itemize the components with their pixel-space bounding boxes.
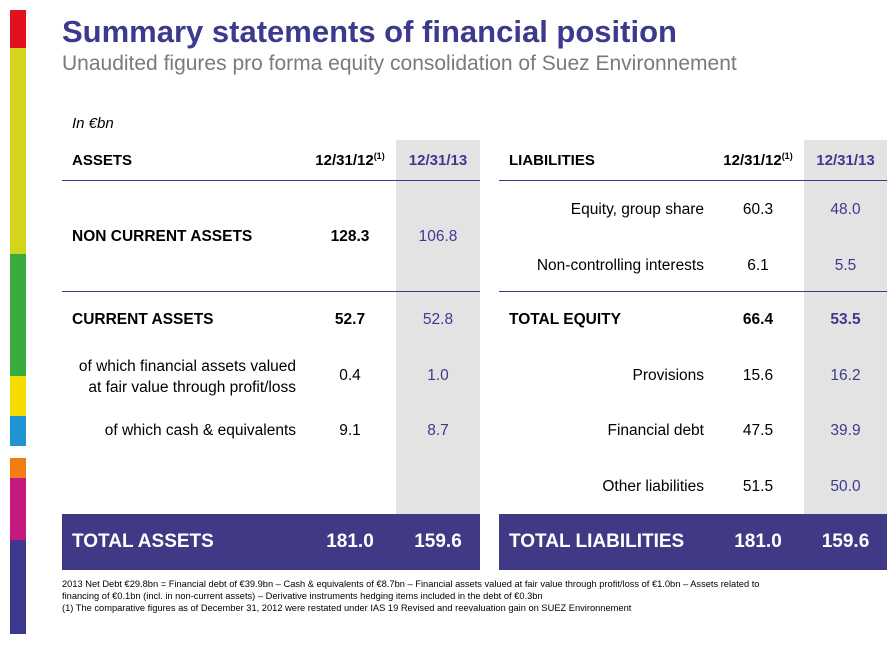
liabilities-row-value-2012: 6.1	[747, 257, 769, 274]
liabilities-header-col-2012: 12/31/12(1)	[723, 151, 793, 170]
liabilities-row-value-2012: 60.3	[742, 201, 774, 218]
page-subtitle: Unaudited figures pro forma equity conso…	[62, 52, 737, 75]
liabilities-row-value-2012: 51.5	[742, 478, 774, 495]
unit-label: In €bn	[72, 115, 114, 132]
assets-row-value-2012: 52.7	[334, 311, 366, 328]
stripe-blue	[10, 416, 26, 446]
assets-row-value-2012: 0.4	[339, 367, 361, 384]
total-liabilities-value-2013: 159.6	[821, 531, 870, 552]
liabilities-row-label: TOTAL EQUITY	[509, 311, 621, 328]
liabilities-row-label: Non-controlling interests	[536, 257, 704, 274]
liabilities-row-value-2012: 47.5	[742, 422, 774, 439]
assets-row-value-2013: 106.8	[418, 228, 458, 245]
liabilities-total-bar	[499, 514, 887, 570]
assets-row-value-2013: 52.8	[422, 311, 454, 328]
stripe-white-gap	[10, 446, 26, 458]
liabilities-header-divider	[499, 180, 887, 181]
assets-header-divider	[62, 180, 480, 181]
assets-row-label: NON CURRENT ASSETS	[72, 228, 253, 245]
liabilities-row-label: Provisions	[632, 367, 705, 384]
assets-section-divider	[62, 291, 480, 292]
footnote-ref: (1)	[781, 151, 793, 161]
assets-row-value-2013: 8.7	[427, 422, 449, 439]
liabilities-header-label: LIABILITIES	[509, 152, 595, 169]
assets-header-col-2013: 12/31/13	[408, 152, 468, 169]
assets-header-col-2012: 12/31/12(1)	[315, 151, 385, 170]
stripe-yellow-green	[10, 48, 26, 254]
stripe-purple	[10, 540, 26, 634]
liabilities-2013-column-shade	[804, 140, 887, 514]
footnote-restatement: (1) The comparative figures as of Decemb…	[62, 603, 632, 613]
total-assets-value-2013: 159.6	[414, 531, 462, 552]
footnote-net-debt-line2: financing of €0.1bn (incl. in non-curren…	[62, 591, 543, 601]
liabilities-header-col-2013: 12/31/13	[816, 152, 875, 169]
stripe-red	[10, 10, 26, 48]
footnote-ref: (1)	[373, 151, 385, 161]
assets-total-bar	[62, 514, 480, 570]
footnotes: 2013 Net Debt €29.8bn = Financial debt o…	[62, 578, 862, 614]
assets-row-label: CURRENT ASSETS	[72, 311, 214, 328]
assets-header-label: ASSETS	[72, 152, 133, 169]
liabilities-row-label: Other liabilities	[602, 478, 704, 495]
liabilities-row-value-2013: 5.5	[834, 257, 857, 274]
total-assets-label: TOTAL ASSETS	[72, 531, 214, 552]
liabilities-row-value-2013: 50.0	[830, 478, 861, 495]
liabilities-row-value-2013: 39.9	[830, 422, 861, 439]
assets-row-value-2012: 9.1	[339, 422, 361, 439]
total-liabilities-value-2012: 181.0	[734, 531, 782, 552]
stripe-magenta	[10, 478, 26, 540]
liabilities-row-value-2013: 48.0	[830, 201, 861, 218]
assets-row-value-2012: 128.3	[330, 228, 370, 245]
total-assets-value-2012: 181.0	[326, 531, 374, 552]
footnote-net-debt-line1: 2013 Net Debt €29.8bn = Financial debt o…	[62, 579, 760, 589]
liabilities-row-value-2012: 66.4	[742, 311, 774, 328]
liabilities-row-value-2013: 16.2	[830, 367, 861, 384]
stripe-yellow	[10, 376, 26, 416]
liabilities-section-divider	[499, 291, 887, 292]
liabilities-row-value-2012: 15.6	[742, 367, 774, 384]
assets-row-label: of which financial assets valued at fair…	[78, 358, 296, 396]
assets-2013-column-shade	[396, 140, 480, 514]
assets-row-value-2013: 1.0	[427, 367, 449, 384]
page-title: Summary statements of financial position	[62, 14, 677, 49]
liabilities-row-value-2013: 53.5	[830, 311, 861, 328]
total-liabilities-label: TOTAL LIABILITIES	[509, 531, 685, 552]
stripe-orange	[10, 458, 26, 478]
assets-row-label: of which cash & equivalents	[104, 422, 296, 439]
liabilities-row-label: Financial debt	[607, 422, 704, 439]
liabilities-row-label: Equity, group share	[570, 201, 704, 218]
stripe-green	[10, 254, 26, 376]
